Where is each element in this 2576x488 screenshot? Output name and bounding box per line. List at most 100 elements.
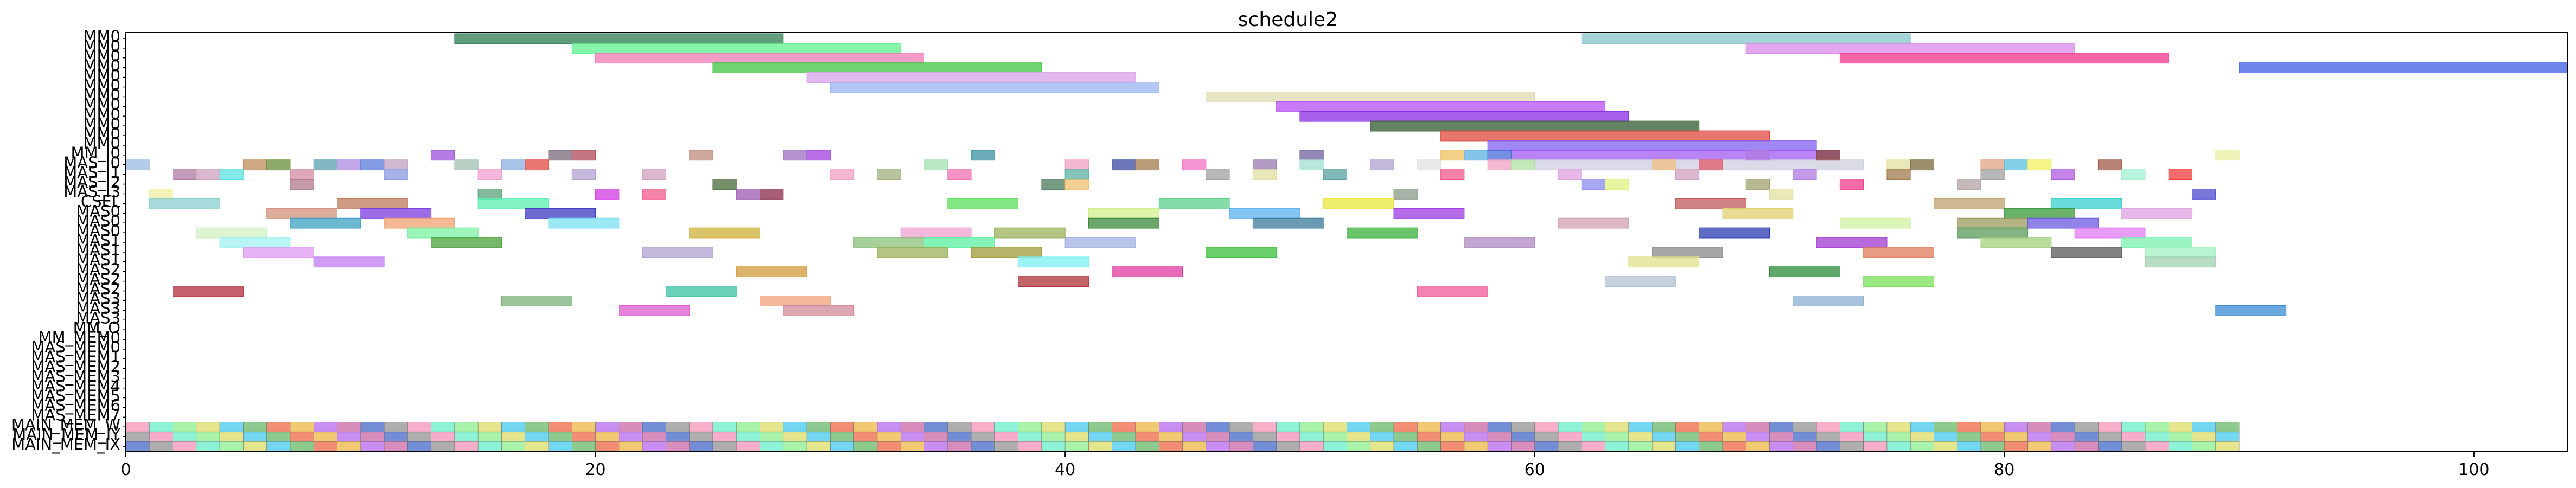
memory-block: [1816, 431, 1840, 442]
task-bar: [1252, 217, 1324, 229]
y-tick-label: MAIN_MEM_W: [11, 416, 120, 434]
memory-block: [454, 431, 479, 442]
memory-block: [1440, 441, 1465, 452]
y-tick-label: MAS_MEM5: [31, 387, 120, 405]
task-bar: [1957, 217, 2029, 229]
memory-block: [1863, 441, 1888, 452]
task-bar: [1440, 150, 1465, 161]
task-bar: [2145, 247, 2216, 258]
memory-block: [1370, 441, 1394, 452]
memory-block: [900, 441, 924, 452]
memory-block: [1229, 431, 1253, 442]
memory-block: [1064, 431, 1089, 442]
memory-block: [2121, 441, 2146, 452]
memory-block: [2098, 441, 2122, 452]
y-tick-label: MAIN_MEM_IY: [12, 425, 120, 444]
task-bar: [1276, 101, 1606, 112]
memory-block: [1018, 422, 1042, 433]
memory-block: [877, 422, 901, 433]
memory-block: [1487, 422, 1512, 433]
memory-block: [1605, 431, 1629, 442]
task-bar: [1041, 179, 1066, 190]
memory-block: [337, 431, 361, 442]
memory-block: [1393, 431, 1418, 442]
y-tick-label: MAS_I0: [63, 153, 120, 172]
memory-block: [689, 422, 713, 433]
y-tick-label: MM_MEM0: [39, 328, 120, 346]
task-bar: [642, 247, 713, 258]
memory-block: [1628, 431, 1653, 442]
memory-block: [290, 441, 314, 452]
memory-block: [2098, 422, 2122, 433]
memory-block: [1582, 441, 1605, 452]
y-tick-label: MAS_I2: [63, 173, 120, 191]
memory-block: [1840, 431, 1864, 442]
memory-block: [1299, 431, 1324, 442]
memory-block: [1159, 441, 1183, 452]
task-bar: [783, 150, 807, 161]
task-bar: [2027, 217, 2099, 229]
memory-block: [1041, 431, 1066, 442]
memory-block: [619, 431, 643, 442]
memory-block: [2215, 441, 2240, 452]
memory-block: [1206, 422, 1230, 433]
memory-block: [196, 441, 220, 452]
task-bar: [1088, 208, 1159, 219]
task-bar: [454, 33, 784, 44]
task-bar: [1487, 140, 1817, 151]
memory-block: [525, 422, 549, 433]
task-bar: [689, 150, 713, 161]
memory-block: [1041, 441, 1066, 452]
memory-block: [1159, 431, 1183, 442]
memory-block: [243, 431, 267, 442]
task-bar: [1323, 198, 1394, 209]
task-bar: [1699, 227, 1770, 239]
memory-block: [1135, 431, 1159, 442]
memory-block: [219, 441, 244, 452]
memory-block: [712, 422, 737, 433]
task-bar: [971, 247, 1042, 258]
memory-block: [1088, 441, 1112, 452]
memory-block: [2145, 431, 2169, 442]
task-bar: [1370, 120, 1700, 132]
memory-block: [1605, 422, 1629, 433]
memory-block: [1182, 431, 1207, 442]
task-bar: [1722, 208, 1794, 219]
memory-block: [2169, 441, 2192, 452]
y-tick-label: MM0: [84, 47, 121, 65]
memory-block: [572, 431, 596, 442]
y-tick-label: MAS3: [76, 309, 120, 328]
memory-block: [2145, 422, 2169, 433]
memory-block: [1957, 422, 1981, 433]
memory-block: [1628, 422, 1653, 433]
memory-block: [525, 431, 549, 442]
memory-block: [1041, 422, 1066, 433]
memory-block: [1088, 422, 1112, 433]
memory-block: [1605, 441, 1629, 452]
task-bar: [173, 169, 197, 180]
memory-block: [572, 441, 596, 452]
x-tick-label: 0: [120, 460, 131, 479]
memory-block: [1534, 441, 1559, 452]
y-tick-label: MM_O: [73, 318, 120, 337]
task-bar: [1793, 169, 1817, 180]
task-bar: [501, 159, 526, 171]
memory-block: [1370, 422, 1394, 433]
task-bar: [947, 198, 1019, 209]
task-bar: [1158, 198, 1230, 209]
memory-block: [384, 431, 408, 442]
task-bar: [173, 286, 244, 297]
memory-block: [1722, 441, 1746, 452]
memory-block: [900, 431, 924, 442]
y-tick-label: CSEL: [81, 192, 120, 211]
task-bar: [407, 227, 479, 239]
plot-frame: [125, 32, 2568, 452]
memory-block: [783, 441, 807, 452]
memory-block: [1276, 422, 1300, 433]
memory-block: [1910, 441, 1934, 452]
y-tick-label: MM_I0: [71, 144, 120, 162]
memory-block: [1745, 431, 1770, 442]
memory-block: [1511, 431, 1535, 442]
memory-block: [619, 422, 643, 433]
